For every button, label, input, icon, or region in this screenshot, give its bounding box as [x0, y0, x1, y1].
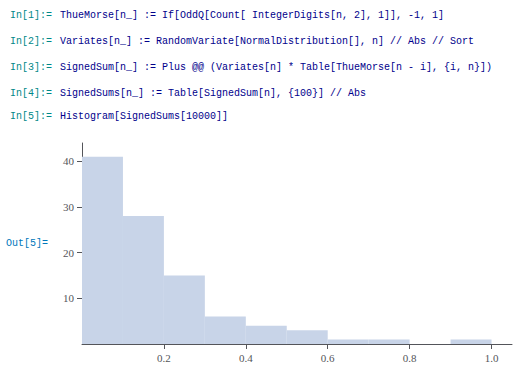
svg-text:Out[5]=: Out[5]= — [6, 238, 48, 249]
svg-text:Variates[n_] := RandomVariate[: Variates[n_] := RandomVariate[NormalDist… — [60, 36, 474, 47]
svg-text:20: 20 — [63, 247, 75, 259]
svg-text:30: 30 — [63, 201, 75, 213]
svg-text:0.4: 0.4 — [239, 352, 253, 364]
svg-text:ThueMorse[n_] := If[OddQ[Count: ThueMorse[n_] := If[OddQ[Count[ IntegerD… — [60, 10, 444, 21]
svg-text:In[5]:=: In[5]:= — [10, 111, 52, 122]
svg-text:Histogram[SignedSums[10000]]: Histogram[SignedSums[10000]] — [60, 111, 228, 122]
svg-text:In[1]:=: In[1]:= — [10, 10, 52, 21]
svg-text:In[4]:=: In[4]:= — [10, 88, 52, 99]
svg-text:0.8: 0.8 — [403, 352, 417, 364]
svg-text:In[3]:=: In[3]:= — [10, 62, 52, 73]
svg-text:40: 40 — [63, 155, 75, 167]
svg-text:0.2: 0.2 — [157, 352, 171, 364]
svg-text:0.6: 0.6 — [321, 352, 335, 364]
svg-text:SignedSum[n_] := Plus @@ (Vari: SignedSum[n_] := Plus @@ (Variates[n] * … — [60, 62, 492, 73]
svg-text:1.0: 1.0 — [485, 352, 499, 364]
svg-text:In[2]:=: In[2]:= — [10, 36, 52, 47]
svg-text:SignedSums[n_] := Table[Signed: SignedSums[n_] := Table[SignedSum[n], {1… — [60, 88, 366, 99]
svg-text:10: 10 — [63, 292, 75, 304]
